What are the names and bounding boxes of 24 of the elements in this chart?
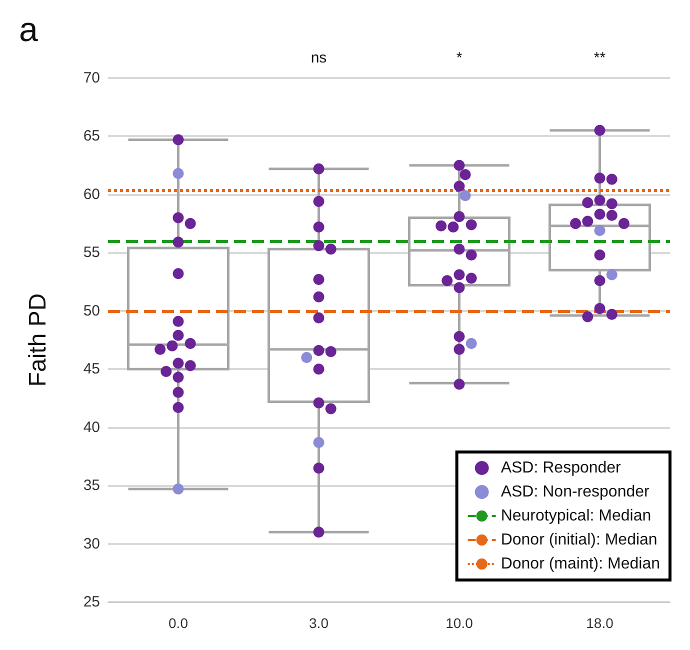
y-tick-label: 25 — [83, 594, 100, 610]
x-tick-label: 18.0 — [586, 615, 614, 631]
y-tick-label: 45 — [83, 360, 100, 378]
y-tick-label: 60 — [83, 186, 100, 203]
x-tick-label: 3.0 — [309, 615, 329, 631]
y-axis-title: Faith PD — [24, 293, 52, 387]
y-tick-label: 35 — [83, 477, 100, 494]
x-tick-label: 10.0 — [446, 615, 474, 631]
legend-label: ASD: Responder — [500, 460, 622, 476]
text: ** — [594, 50, 606, 66]
y-tick-label: 70 — [83, 70, 100, 86]
y-tick-label: 65 — [83, 128, 100, 145]
x-tick-label: 0.0 — [168, 615, 188, 631]
y-tick-label: 40 — [83, 418, 100, 436]
legend-label: Donor (initial): Median — [500, 532, 658, 548]
text: ns — [310, 50, 327, 66]
text: * — [456, 50, 462, 66]
y-tick-label: 50 — [83, 302, 100, 320]
chart-title: a — [19, 11, 38, 49]
legend-label: ASD: Non-responder — [500, 484, 650, 500]
legend-label: Neurotypical: Median — [500, 508, 652, 524]
y-tick-label: 30 — [83, 535, 100, 552]
y-tick-label: 55 — [83, 244, 100, 262]
legend-label: Donor (maint): Median — [500, 556, 660, 572]
